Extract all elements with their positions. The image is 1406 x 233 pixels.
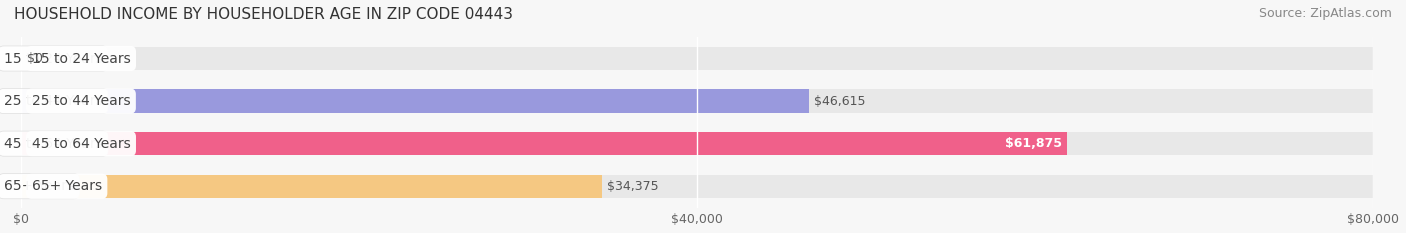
Bar (21, 175, 602, 198)
Text: Source: ZipAtlas.com: Source: ZipAtlas.com (1258, 7, 1392, 20)
Bar (21, 175, 1374, 198)
Text: $0: $0 (27, 52, 44, 65)
Text: 45 to 64 Years: 45 to 64 Years (32, 137, 131, 151)
Text: 15 to 24 Years: 15 to 24 Years (4, 51, 103, 65)
Text: $61,875: $61,875 (1004, 137, 1062, 150)
Bar (21, 89, 1374, 113)
Text: 15 to 24 Years: 15 to 24 Years (32, 51, 131, 65)
Text: 65+ Years: 65+ Years (4, 179, 73, 193)
Text: 25 to 44 Years: 25 to 44 Years (32, 94, 131, 108)
Bar (21, 132, 1374, 155)
Text: $46,615: $46,615 (814, 95, 865, 108)
Bar (21, 132, 1067, 155)
Text: 25 to 44 Years: 25 to 44 Years (4, 94, 103, 108)
Text: 45 to 64 Years: 45 to 64 Years (4, 137, 103, 151)
Bar (21, 89, 808, 113)
Text: 65+ Years: 65+ Years (32, 179, 101, 193)
Text: HOUSEHOLD INCOME BY HOUSEHOLDER AGE IN ZIP CODE 04443: HOUSEHOLD INCOME BY HOUSEHOLDER AGE IN Z… (14, 7, 513, 22)
Text: $34,375: $34,375 (607, 180, 658, 193)
Bar (21, 47, 1374, 70)
